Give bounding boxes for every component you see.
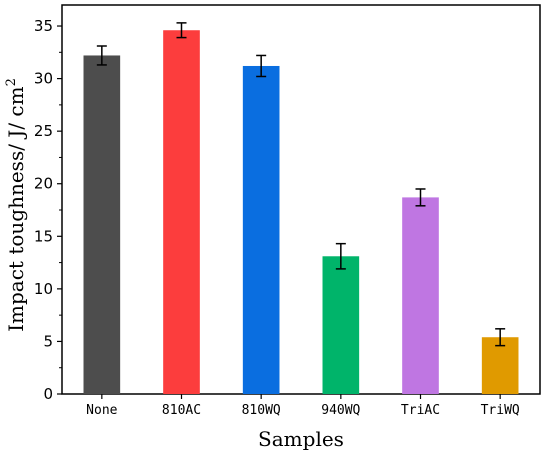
x-tick-label: 940WQ xyxy=(321,403,360,418)
x-tick-label: TriAC xyxy=(401,403,440,418)
bar-none xyxy=(83,55,121,394)
bar-810ac xyxy=(163,30,200,395)
y-tick-label: 15 xyxy=(34,227,53,245)
y-tick-label: 30 xyxy=(34,70,53,88)
plot-frame xyxy=(61,4,541,395)
y-axis-title: Impact toughness/ J/ cm2 xyxy=(4,78,28,332)
bar-triwq xyxy=(481,337,519,394)
y-axis-ticks: 0 5 10 15 20 25 30 35 xyxy=(34,17,62,403)
y-tick-label: 5 xyxy=(43,332,53,350)
x-tick-label: 810WQ xyxy=(242,403,281,418)
bars-group xyxy=(83,22,519,395)
bar-triac xyxy=(402,197,439,394)
x-tick-label: None xyxy=(86,403,117,418)
y-axis-title-text: Impact toughness/ J/ cm xyxy=(4,86,28,331)
x-axis-tick-labels: None 810AC 810WQ 940WQ TriAC TriWQ xyxy=(86,394,520,418)
x-axis-title: Samples xyxy=(258,427,344,451)
x-tick-label: 810AC xyxy=(162,403,201,418)
y-axis-title-superscript: 2 xyxy=(4,78,19,86)
y-tick-label: 35 xyxy=(34,17,53,35)
y-tick-label: 20 xyxy=(34,175,53,193)
x-tick-label: TriWQ xyxy=(481,403,520,418)
bar-810wq xyxy=(242,65,280,394)
y-tick-label: 10 xyxy=(34,280,53,298)
bar-940wq xyxy=(322,256,360,394)
y-tick-label: 0 xyxy=(43,385,53,403)
y-tick-label: 25 xyxy=(34,122,53,140)
